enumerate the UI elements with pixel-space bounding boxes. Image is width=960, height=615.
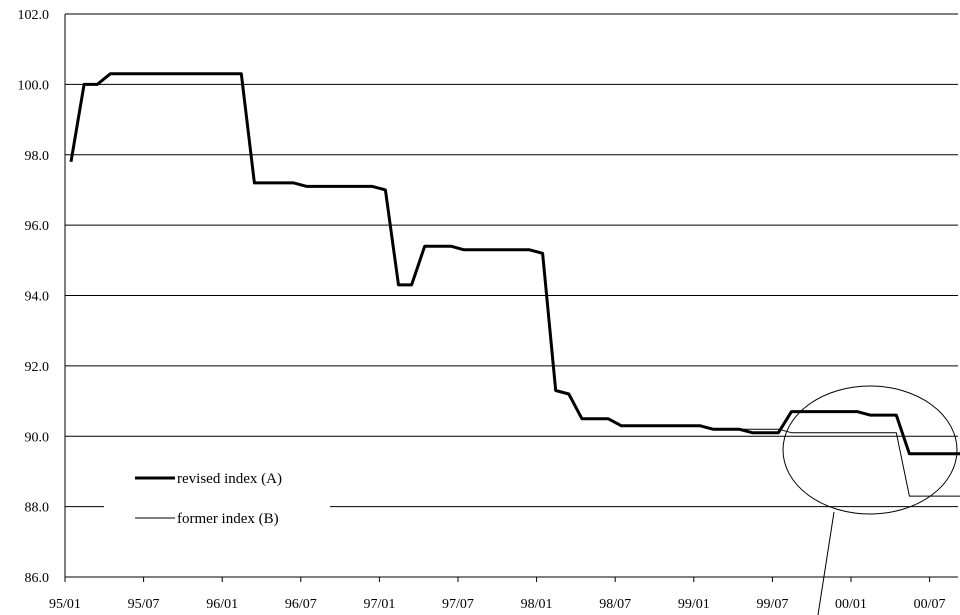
y-tick-label: 92.0 <box>25 360 50 375</box>
x-tick-label: 98/07 <box>599 597 631 612</box>
x-tick-label: 95/01 <box>49 597 81 612</box>
highlight-ellipse <box>782 385 958 515</box>
axes <box>64 14 958 578</box>
y-tick-label: 102.0 <box>18 8 50 23</box>
x-tick-label: 97/07 <box>442 597 474 612</box>
y-axis-tick-labels: 86.0 88.0 90.0 92.0 94.0 96.0 98.0 100.0 102.0 <box>18 8 50 586</box>
y-tick-label: 94.0 <box>25 290 50 305</box>
x-tick-label: 96/01 <box>206 597 238 612</box>
x-tick-label: 00/01 <box>835 597 867 612</box>
gridlines <box>65 13 958 508</box>
x-tick-label: 95/07 <box>128 597 160 612</box>
y-tick-label: 90.0 <box>25 430 50 445</box>
x-tick-label: 98/01 <box>521 597 553 612</box>
x-tick-label: 97/01 <box>363 597 395 612</box>
legend-label-revised: revised index (A) <box>177 471 282 487</box>
x-tick-label: 00/07 <box>914 597 946 612</box>
y-tick-label: 100.0 <box>18 78 50 93</box>
series-lines <box>69 72 960 497</box>
y-tick-label: 88.0 <box>25 501 50 516</box>
y-tick-label: 96.0 <box>25 219 50 234</box>
annotation-pointer-line <box>817 511 835 615</box>
series-line-revised-index <box>69 72 960 456</box>
y-tick-label: 86.0 <box>25 571 50 586</box>
legend: revised index (A) former index (B) <box>104 466 330 540</box>
x-tick-label: 99/07 <box>756 597 788 612</box>
legend-label-former: former index (B) <box>177 511 279 527</box>
y-tick-label: 98.0 <box>25 149 50 164</box>
x-tick-label: 96/07 <box>285 597 317 612</box>
x-tick-label: 99/01 <box>678 597 710 612</box>
x-axis-tick-labels: 95/01 95/07 96/01 96/07 97/01 97/07 98/01 98/07… <box>49 577 946 612</box>
series-line-former-index <box>70 73 960 497</box>
